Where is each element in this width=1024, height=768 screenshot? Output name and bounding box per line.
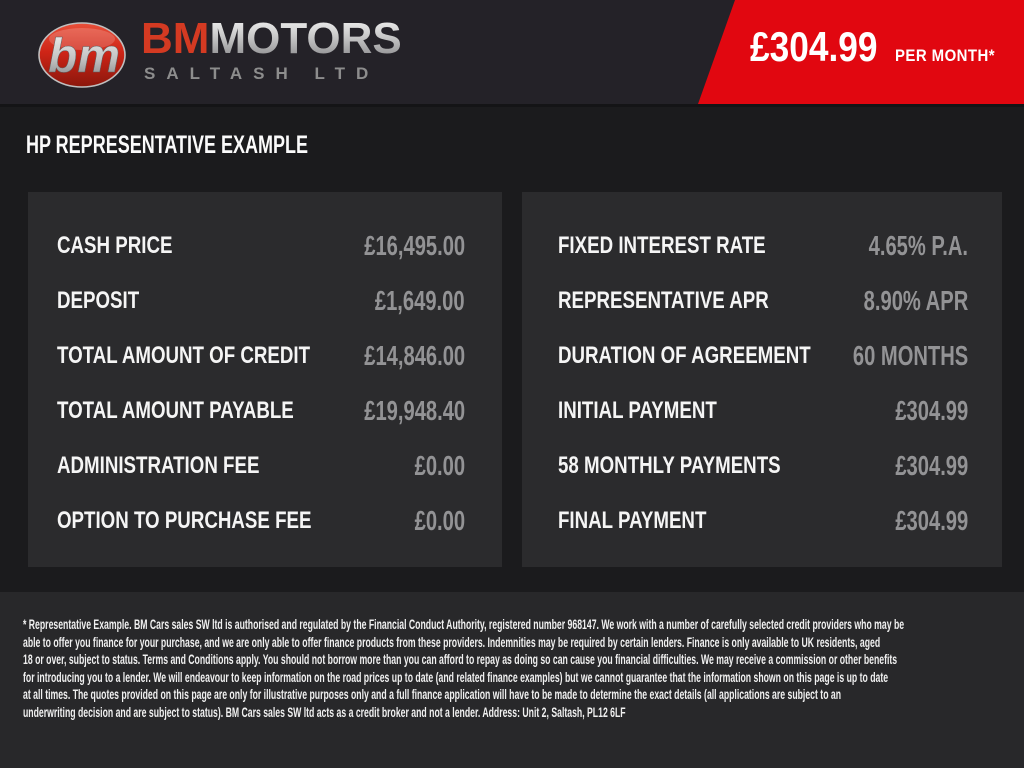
disclaimer-section: * Representative Example. BM Cars sales … (0, 592, 1024, 768)
finance-row-label: FIXED INTEREST RATE (558, 231, 766, 259)
finance-row-label: OPTION TO PURCHASE FEE (57, 507, 312, 535)
finance-row-value: 8.90% APR (863, 284, 968, 316)
finance-row-value: £1,649.00 (375, 284, 465, 316)
finance-row-value: 4.65% P.A. (868, 229, 968, 261)
finance-row-label: 58 MONTHLY PAYMENTS (558, 452, 781, 480)
price-banner: £304.99 PER MONTH* (698, 0, 1024, 104)
brand-bold-text: BM (141, 14, 210, 63)
brand-rest-text: MOTORS (209, 14, 402, 63)
finance-row-value: £19,948.40 (364, 395, 465, 427)
finance-row: INITIAL PAYMENT £304.99 (522, 384, 1002, 439)
finance-row-value: £304.99 (895, 395, 968, 427)
finance-row-label: FINAL PAYMENT (558, 507, 707, 535)
bm-monogram: bm (48, 30, 120, 83)
finance-row-label: CASH PRICE (57, 231, 173, 259)
finance-panel-right: FIXED INTEREST RATE 4.65% P.A. REPRESENT… (522, 192, 1002, 567)
disclaimer-line: at all times. The quotes provided on thi… (23, 686, 842, 703)
finance-row-value: £304.99 (895, 450, 968, 482)
finance-row-label: REPRESENTATIVE APR (558, 286, 769, 314)
finance-panel-left: CASH PRICE £16,495.00 DEPOSIT £1,649.00 … (28, 192, 502, 567)
finance-row-value: £14,846.00 (364, 339, 465, 371)
disclaimer-line: * Representative Example. BM Cars sales … (23, 616, 905, 632)
price-period: PER MONTH* (895, 46, 995, 65)
finance-row: TOTAL AMOUNT OF CREDIT £14,846.00 (28, 328, 502, 383)
finance-row: FINAL PAYMENT £304.99 (522, 494, 1002, 549)
finance-row: 58 MONTHLY PAYMENTS £304.99 (522, 439, 1002, 494)
header-divider (0, 104, 1024, 107)
finance-row: TOTAL AMOUNT PAYABLE £19,948.40 (28, 384, 502, 439)
brand-subtitle: SALTASH LTD (144, 64, 380, 83)
finance-row: OPTION TO PURCHASE FEE £0.00 (28, 494, 502, 549)
disclaimer-line: for introducing you to a lender. We will… (23, 668, 889, 685)
page-title: HP REPRESENTATIVE EXAMPLE (26, 131, 309, 159)
disclaimer-line: able to offer you finance for your purch… (23, 633, 881, 650)
finance-row: REPRESENTATIVE APR 8.90% APR (522, 273, 1002, 328)
finance-row-value: £16,495.00 (364, 229, 465, 261)
header: bm BMMOTORS SALTASH LTD £304.99 PER MONT… (0, 0, 1024, 104)
price-amount: £304.99 (750, 23, 878, 70)
finance-row-label: TOTAL AMOUNT PAYABLE (57, 397, 294, 425)
finance-row-label: DURATION OF AGREEMENT (558, 341, 811, 369)
finance-row: ADMINISTRATION FEE £0.00 (28, 439, 502, 494)
finance-row-value: 60 MONTHS (852, 339, 968, 371)
finance-row-label: INITIAL PAYMENT (558, 397, 717, 425)
bm-logo-icon: bm (38, 22, 126, 88)
finance-row: FIXED INTEREST RATE 4.65% P.A. (522, 218, 1002, 273)
finance-row-value: £0.00 (414, 450, 465, 482)
finance-row-label: ADMINISTRATION FEE (57, 452, 260, 480)
disclaimer-line: underwriting decision and are subject to… (23, 703, 626, 720)
finance-row-label: TOTAL AMOUNT OF CREDIT (57, 341, 311, 369)
brand-wordmark: BMMOTORS (141, 17, 402, 61)
finance-row: DEPOSIT £1,649.00 (28, 273, 502, 328)
finance-row: DURATION OF AGREEMENT 60 MONTHS (522, 328, 1002, 383)
finance-row: CASH PRICE £16,495.00 (28, 218, 502, 273)
finance-row-value: £304.99 (895, 505, 968, 537)
finance-row-label: DEPOSIT (57, 286, 140, 314)
disclaimer: * Representative Example. BM Cars sales … (23, 616, 1024, 722)
disclaimer-line: 18 or over, subject to status. Terms and… (23, 651, 898, 668)
finance-row-value: £0.00 (414, 505, 465, 537)
